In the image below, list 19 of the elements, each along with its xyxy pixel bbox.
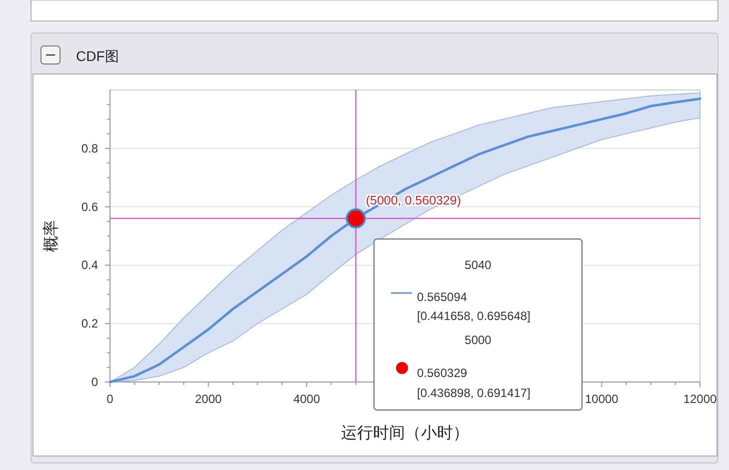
chart-title: CDF图 [76,48,119,64]
annotation: 5040 [464,258,492,272]
text: [0.436898, 0.691417] [417,386,530,400]
y-tick-label: 0.2 [81,316,98,331]
annotation: [0.441658, 0.695648] [417,309,530,323]
x-tick-label: 12000 [683,392,718,406]
y-tick-label: 0.4 [81,258,98,272]
annotation: 5000 [464,333,492,347]
y-tick-label: 0 [91,375,98,389]
annotation: 0.560329 [417,366,468,380]
x-tick-label: 4000 [293,392,320,406]
x-tick-label: 0 [106,392,114,406]
y-tick-label: 0.8 [81,141,98,156]
y-axis-title: 概率 [42,220,60,252]
x-tick-label: 2000 [194,392,222,406]
x-axis-title: 运行时间（小时） [341,424,469,442]
y-tick-label: 0.6 [81,200,98,214]
x-tick-label: 10000 [584,392,619,406]
annotation: 0.565094 [417,290,468,304]
